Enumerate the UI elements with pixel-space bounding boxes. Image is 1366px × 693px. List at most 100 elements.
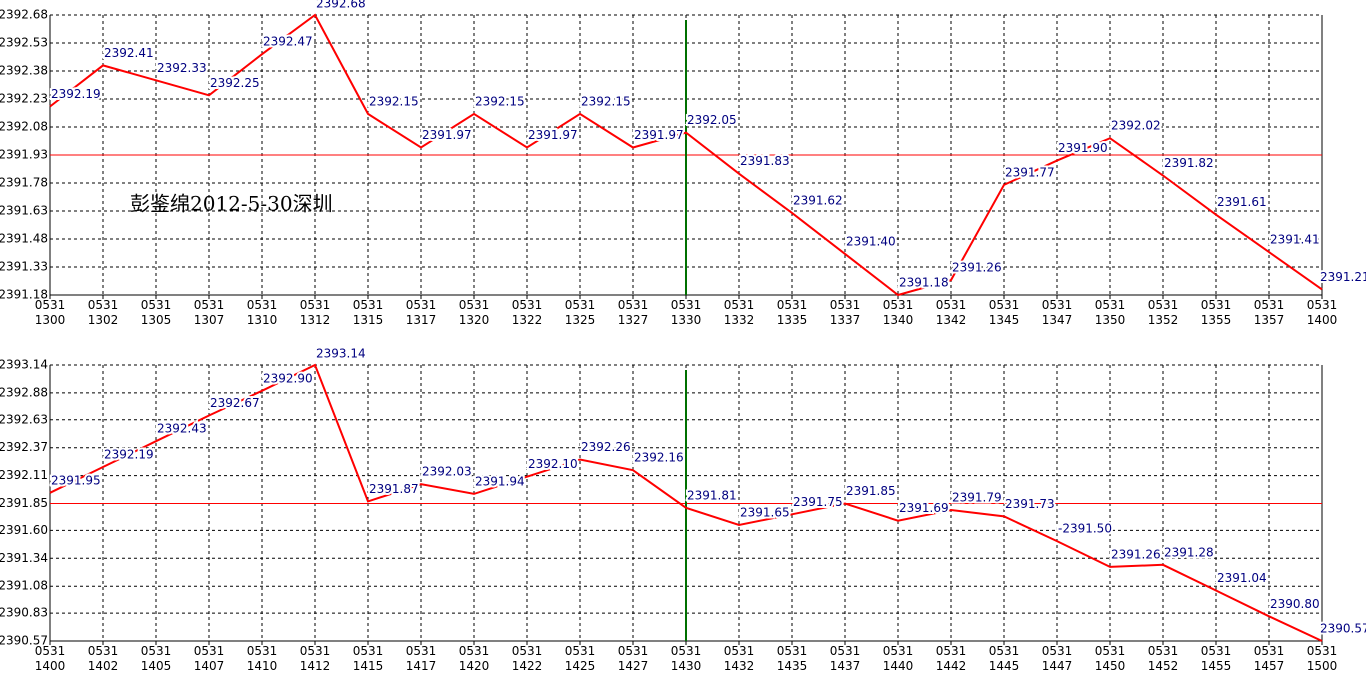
y-tick-label: 2392.23	[0, 92, 48, 106]
x-tick-label: 0531 1400	[34, 644, 66, 673]
data-label: 2391.77	[1005, 165, 1055, 179]
y-tick-label: 2393.14	[0, 358, 48, 372]
x-tick-label: 0531 1350	[1094, 298, 1126, 327]
data-label: 2392.43	[157, 422, 207, 436]
x-tick-label: 0531 1327	[617, 298, 649, 327]
x-tick-label: 0531 1307	[193, 298, 225, 327]
x-tick-label: 0531 1440	[882, 644, 914, 673]
data-label: 2392.10	[528, 457, 578, 471]
x-tick-label: 0531 1312	[299, 298, 331, 327]
y-tick-label: 2391.48	[0, 232, 48, 246]
data-label: 2391.82	[1164, 156, 1214, 170]
data-label: 2391.21	[1320, 270, 1366, 284]
x-tick-label: 0531 1430	[670, 644, 702, 673]
y-tick-label: 2392.53	[0, 36, 48, 50]
x-tick-label: 0531 1315	[352, 298, 384, 327]
data-label: 2391.18	[899, 276, 949, 290]
data-label: 2392.25	[210, 76, 260, 90]
x-tick-label: 0531 1352	[1147, 298, 1179, 327]
annotation: 彭鉴绵2012-5-30深圳	[130, 192, 333, 216]
y-tick-label: 2392.08	[0, 120, 48, 134]
y-tick-label: 2391.33	[0, 260, 48, 274]
data-label: 2392.19	[104, 448, 154, 462]
data-label: 2391.97	[422, 128, 472, 142]
x-tick-label: 0531 1447	[1041, 644, 1073, 673]
x-tick-label: 0531 1417	[405, 644, 437, 673]
y-tick-label: 2392.88	[0, 385, 48, 399]
data-label: 2391.75	[793, 495, 843, 509]
x-tick-label: 0531 1457	[1253, 644, 1285, 673]
x-tick-label: 0531 1330	[670, 298, 702, 327]
x-tick-label: 0531 1450	[1094, 644, 1126, 673]
x-tick-label: 0531 1432	[723, 644, 755, 673]
x-tick-label: 0531 1300	[34, 298, 66, 327]
x-tick-label: 0531 1405	[140, 644, 172, 673]
y-tick-label: 2391.08	[0, 579, 48, 593]
data-label: 2391.04	[1217, 571, 1267, 585]
x-tick-label: 0531 1407	[193, 644, 225, 673]
x-tick-label: 0531 1435	[776, 644, 808, 673]
x-tick-label: 0531 1322	[511, 298, 543, 327]
y-tick-label: 2390.57	[0, 634, 48, 648]
data-label: 2391.40	[846, 234, 896, 248]
data-label: 2392.15	[369, 94, 419, 108]
x-tick-label: 0531 1455	[1200, 644, 1232, 673]
data-label: 2391.73	[1005, 497, 1055, 511]
x-tick-label: 0531 1442	[935, 644, 967, 673]
data-label: 2392.16	[634, 451, 684, 465]
data-label: 2392.19	[51, 87, 101, 101]
y-tick-label: 2391.93	[0, 148, 48, 162]
y-tick-label: 2391.63	[0, 204, 48, 218]
y-tick-label: 2391.60	[0, 523, 48, 537]
data-label: 2391.26	[952, 261, 1002, 275]
price-line	[49, 363, 1323, 642]
data-label: 2391.95	[51, 473, 101, 487]
y-tick-label: 2391.85	[0, 496, 48, 510]
data-label: 2391.97	[528, 128, 578, 142]
data-label: 2392.90	[263, 371, 313, 385]
data-label: 2392.05	[687, 113, 737, 127]
data-label: 2390.80	[1270, 597, 1320, 611]
x-tick-label: 0531 1320	[458, 298, 490, 327]
y-tick-label: 2391.18	[0, 288, 48, 302]
data-label: 2392.02	[1111, 119, 1161, 133]
x-tick-label: 0531 1305	[140, 298, 172, 327]
x-tick-label: 0531 1325	[564, 298, 596, 327]
y-tick-label: 2391.78	[0, 176, 48, 190]
x-tick-label: 0531 1452	[1147, 644, 1179, 673]
x-tick-label: 0531 1347	[1041, 298, 1073, 327]
data-label: 2391.85	[846, 484, 896, 498]
data-label: 2392.67	[210, 396, 260, 410]
data-label: 2391.28	[1164, 545, 1214, 559]
x-tick-label: 0531 1342	[935, 298, 967, 327]
data-label: -2391.50	[1058, 522, 1112, 536]
data-label: 2391.26	[1111, 547, 1161, 561]
x-tick-label: 0531 1337	[829, 298, 861, 327]
data-label: 2391.41	[1270, 233, 1320, 247]
x-tick-label: 0531 1355	[1200, 298, 1232, 327]
x-tick-label: 0531 1445	[988, 644, 1020, 673]
x-tick-label: 0531 1335	[776, 298, 808, 327]
data-label: 2391.90	[1058, 141, 1108, 155]
data-label: 2391.69	[899, 501, 949, 515]
data-label: 2391.61	[1217, 195, 1267, 209]
data-label: 2391.81	[687, 488, 737, 502]
data-label: 2390.57	[1320, 622, 1366, 636]
data-label: 2391.79	[952, 490, 1002, 504]
data-label: 2392.68	[316, 0, 366, 11]
x-tick-label: 0531 1427	[617, 644, 649, 673]
x-tick-label: 0531 1302	[87, 298, 119, 327]
x-tick-label: 0531 1437	[829, 644, 861, 673]
data-label: 2392.15	[581, 94, 631, 108]
data-label: 2391.87	[369, 482, 419, 496]
x-tick-label: 0531 1415	[352, 644, 384, 673]
x-tick-label: 0531 1357	[1253, 298, 1285, 327]
x-tick-label: 0531 1310	[246, 298, 278, 327]
y-tick-label: 2392.63	[0, 412, 48, 426]
data-label: 2391.65	[740, 506, 790, 520]
y-tick-label: 2392.38	[0, 64, 48, 78]
y-tick-label: 2392.11	[0, 468, 48, 482]
y-tick-label: 2392.68	[0, 8, 48, 22]
